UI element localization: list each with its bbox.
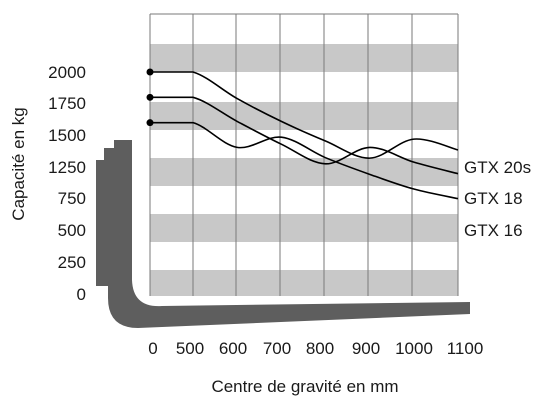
start-markers	[146, 68, 154, 127]
grid-band	[150, 214, 458, 242]
y-tick-label: 500	[58, 221, 86, 240]
series-label: GTX 20s	[464, 158, 531, 177]
series-label: GTX 18	[464, 189, 523, 208]
fork-illustration	[96, 140, 470, 328]
y-tick-label: 0	[77, 285, 86, 304]
y-tick-label: 1250	[48, 158, 86, 177]
series-start-marker	[146, 119, 154, 127]
series-start-marker	[146, 68, 154, 76]
series-labels: GTX 20s GTX 18 GTX 16	[464, 158, 531, 240]
grid-band	[150, 158, 458, 186]
y-tick-label: 750	[58, 189, 86, 208]
x-tick-label: 700	[263, 339, 291, 358]
x-axis-title: Centre de gravité en mm	[211, 377, 398, 396]
series-label: GTX 16	[464, 221, 523, 240]
background-bands	[150, 44, 458, 296]
x-tick-label: 800	[306, 339, 334, 358]
y-tick-label: 1500	[48, 126, 86, 145]
y-tick-label: 250	[58, 253, 86, 272]
grid-band	[150, 102, 458, 130]
x-tick-label: 900	[352, 339, 380, 358]
grid-band	[150, 270, 458, 296]
grid-band	[150, 44, 458, 72]
y-tick-label: 1750	[48, 94, 86, 113]
series-line	[150, 121, 459, 200]
y-tick-label: 2000	[48, 63, 86, 82]
x-tick-label: 0	[148, 339, 157, 358]
vertical-gridlines	[149, 13, 459, 296]
x-tick-label: 1100	[447, 339, 484, 358]
y-tick-labels: 0 250 500 750 1250 1500 1750 2000	[48, 63, 86, 304]
capacity-curves	[150, 71, 459, 200]
x-tick-label: 500	[176, 339, 204, 358]
x-tick-labels: 0 500 600 700 800 900 1000 1100	[148, 339, 483, 358]
series-line	[150, 71, 459, 159]
series-start-marker	[146, 93, 154, 101]
x-tick-label: 1000	[395, 339, 433, 358]
y-axis-title: Capacité en kg	[9, 107, 28, 220]
series-line	[150, 96, 459, 175]
x-tick-label: 600	[219, 339, 247, 358]
